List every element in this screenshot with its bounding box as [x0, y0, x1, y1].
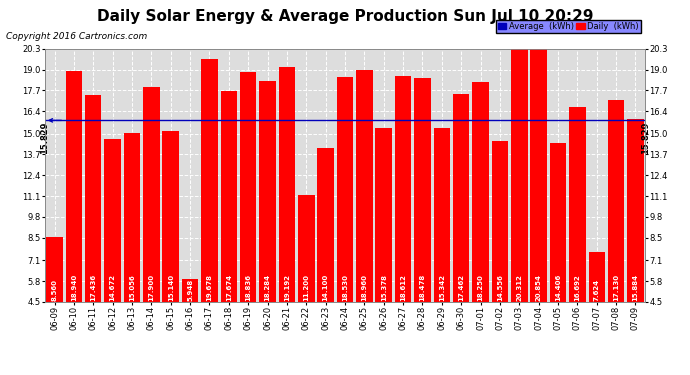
Text: 14.672: 14.672 [110, 274, 116, 301]
Text: 15.829: 15.829 [640, 122, 650, 154]
Text: 20.312: 20.312 [516, 274, 522, 301]
Text: 19.678: 19.678 [206, 274, 213, 301]
Text: 17.462: 17.462 [458, 274, 464, 301]
Text: 18.478: 18.478 [420, 274, 426, 301]
Legend: Average  (kWh), Daily  (kWh): Average (kWh), Daily (kWh) [496, 20, 641, 33]
Text: 11.200: 11.200 [304, 274, 309, 301]
Text: 17.900: 17.900 [148, 274, 155, 301]
Bar [531, 40, 547, 302]
Text: 18.960: 18.960 [362, 274, 367, 301]
Text: 18.530: 18.530 [342, 274, 348, 301]
Bar [453, 94, 469, 302]
Bar [240, 72, 257, 302]
Text: 14.406: 14.406 [555, 274, 561, 301]
Bar [104, 139, 121, 302]
Bar [589, 252, 605, 302]
Bar [124, 133, 140, 302]
Bar [66, 70, 82, 302]
Bar [259, 81, 276, 302]
Text: 5.948: 5.948 [187, 279, 193, 301]
Text: 17.674: 17.674 [226, 274, 232, 301]
Bar [395, 76, 411, 302]
Text: 19.192: 19.192 [284, 274, 290, 301]
Bar [375, 128, 392, 302]
Bar [162, 131, 179, 302]
Text: 15.378: 15.378 [381, 274, 386, 301]
Text: 15.056: 15.056 [129, 274, 135, 301]
Text: 15.829: 15.829 [40, 122, 50, 154]
Bar [550, 143, 566, 302]
Text: 20.854: 20.854 [535, 274, 542, 301]
Text: Daily Solar Energy & Average Production Sun Jul 10 20:29: Daily Solar Energy & Average Production … [97, 9, 593, 24]
Bar [337, 77, 353, 302]
Bar [511, 48, 528, 302]
Text: Copyright 2016 Cartronics.com: Copyright 2016 Cartronics.com [6, 32, 147, 41]
Text: 17.436: 17.436 [90, 274, 97, 301]
Bar [182, 279, 198, 302]
Bar [473, 82, 489, 302]
Bar [356, 70, 373, 302]
Text: 18.612: 18.612 [400, 274, 406, 301]
Text: 18.836: 18.836 [245, 274, 251, 301]
Text: 18.284: 18.284 [264, 274, 270, 301]
Bar [85, 94, 101, 302]
Bar [279, 66, 295, 302]
Text: 8.560: 8.560 [52, 279, 57, 301]
Bar [201, 59, 217, 302]
Text: 7.624: 7.624 [593, 279, 600, 301]
Bar [143, 87, 159, 302]
Bar [221, 91, 237, 302]
Text: 15.342: 15.342 [439, 274, 445, 301]
Bar [433, 128, 450, 302]
Text: 14.556: 14.556 [497, 274, 503, 301]
Bar [608, 99, 624, 302]
Bar [46, 237, 63, 302]
Bar [414, 78, 431, 302]
Text: 18.940: 18.940 [71, 274, 77, 301]
Bar [317, 148, 334, 302]
Bar [298, 195, 315, 302]
Text: 18.250: 18.250 [477, 274, 484, 301]
Text: 15.884: 15.884 [633, 274, 638, 301]
Text: 15.140: 15.140 [168, 274, 174, 301]
Text: 17.130: 17.130 [613, 274, 619, 301]
Bar [569, 106, 586, 302]
Text: 14.100: 14.100 [323, 274, 328, 301]
Bar [492, 141, 508, 302]
Bar [627, 120, 644, 302]
Text: 16.692: 16.692 [574, 274, 580, 301]
